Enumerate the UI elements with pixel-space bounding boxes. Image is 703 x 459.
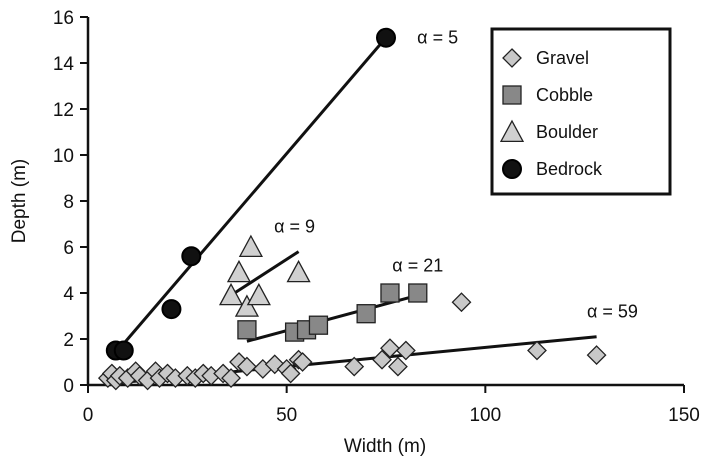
data-point-gravel (380, 338, 400, 359)
x-tick-label: 50 (276, 405, 297, 426)
x-tick-label: 100 (469, 405, 501, 426)
y-tick-label: 6 (63, 238, 74, 259)
x-tick-label: 150 (668, 405, 700, 426)
legend-marker-gravel (502, 48, 522, 68)
legend-label-boulder: Boulder (536, 122, 598, 142)
data-point-gravel (344, 356, 365, 377)
y-tick-label: 12 (53, 100, 74, 121)
y-tick-label: 4 (63, 284, 74, 305)
legend-marker-cobble (502, 85, 522, 105)
data-point-cobble (380, 283, 400, 303)
data-point-cobble (237, 320, 257, 340)
data-point-bedrock (161, 299, 182, 320)
data-point-gravel (372, 349, 392, 370)
data-point-gravel (237, 356, 257, 377)
data-point-boulder (234, 294, 260, 317)
y-axis-label: Depth (m) (9, 159, 30, 243)
data-point-boulder (218, 282, 244, 306)
y-tick-label: 0 (63, 376, 74, 397)
legend: Gravel Cobble Boulder Bedrock (490, 27, 672, 196)
data-point-boulder (286, 259, 311, 283)
legend-label-cobble: Cobble (536, 85, 593, 105)
x-axis-label: Width (m) (344, 436, 426, 457)
data-point-cobble (356, 304, 376, 324)
data-point-gravel (395, 340, 416, 361)
data-point-cobble (408, 283, 428, 303)
data-point-gravel (221, 368, 241, 389)
y-tick-label: 16 (53, 8, 74, 29)
legend-label-bedrock: Bedrock (536, 159, 603, 179)
y-tick-label: 2 (63, 330, 74, 351)
y-tick-label: 10 (53, 146, 74, 167)
fit-line-label: α = 5 (417, 28, 458, 48)
data-point-boulder (238, 234, 263, 258)
data-points-layer (97, 27, 607, 391)
data-point-boulder (226, 259, 252, 283)
data-point-gravel (527, 340, 547, 361)
data-point-gravel (586, 345, 607, 366)
data-point-gravel (280, 363, 301, 384)
fit-line-label: α = 59 (587, 301, 638, 321)
legend-items: Gravel Cobble Boulder Bedrock (499, 48, 603, 179)
x-tick-label: 0 (83, 405, 94, 426)
fit-line-label: α = 21 (392, 255, 443, 275)
data-point-boulder (246, 282, 271, 306)
legend-marker-boulder (499, 119, 525, 143)
fit-line-label: α = 9 (274, 216, 315, 236)
data-point-cobble (308, 315, 329, 335)
fit-line (230, 250, 300, 297)
data-point-bedrock (376, 27, 396, 48)
data-point-gravel (388, 356, 408, 377)
y-tick-label: 14 (53, 54, 75, 75)
fit-line (118, 36, 388, 350)
y-tick-label: 8 (63, 192, 74, 213)
data-point-gravel (451, 292, 472, 313)
legend-marker-bedrock (502, 159, 522, 179)
data-point-bedrock (113, 340, 134, 361)
fit-line (246, 293, 419, 343)
data-point-bedrock (181, 246, 202, 267)
data-point-gravel (292, 352, 313, 372)
legend-label-gravel: Gravel (536, 48, 589, 68)
